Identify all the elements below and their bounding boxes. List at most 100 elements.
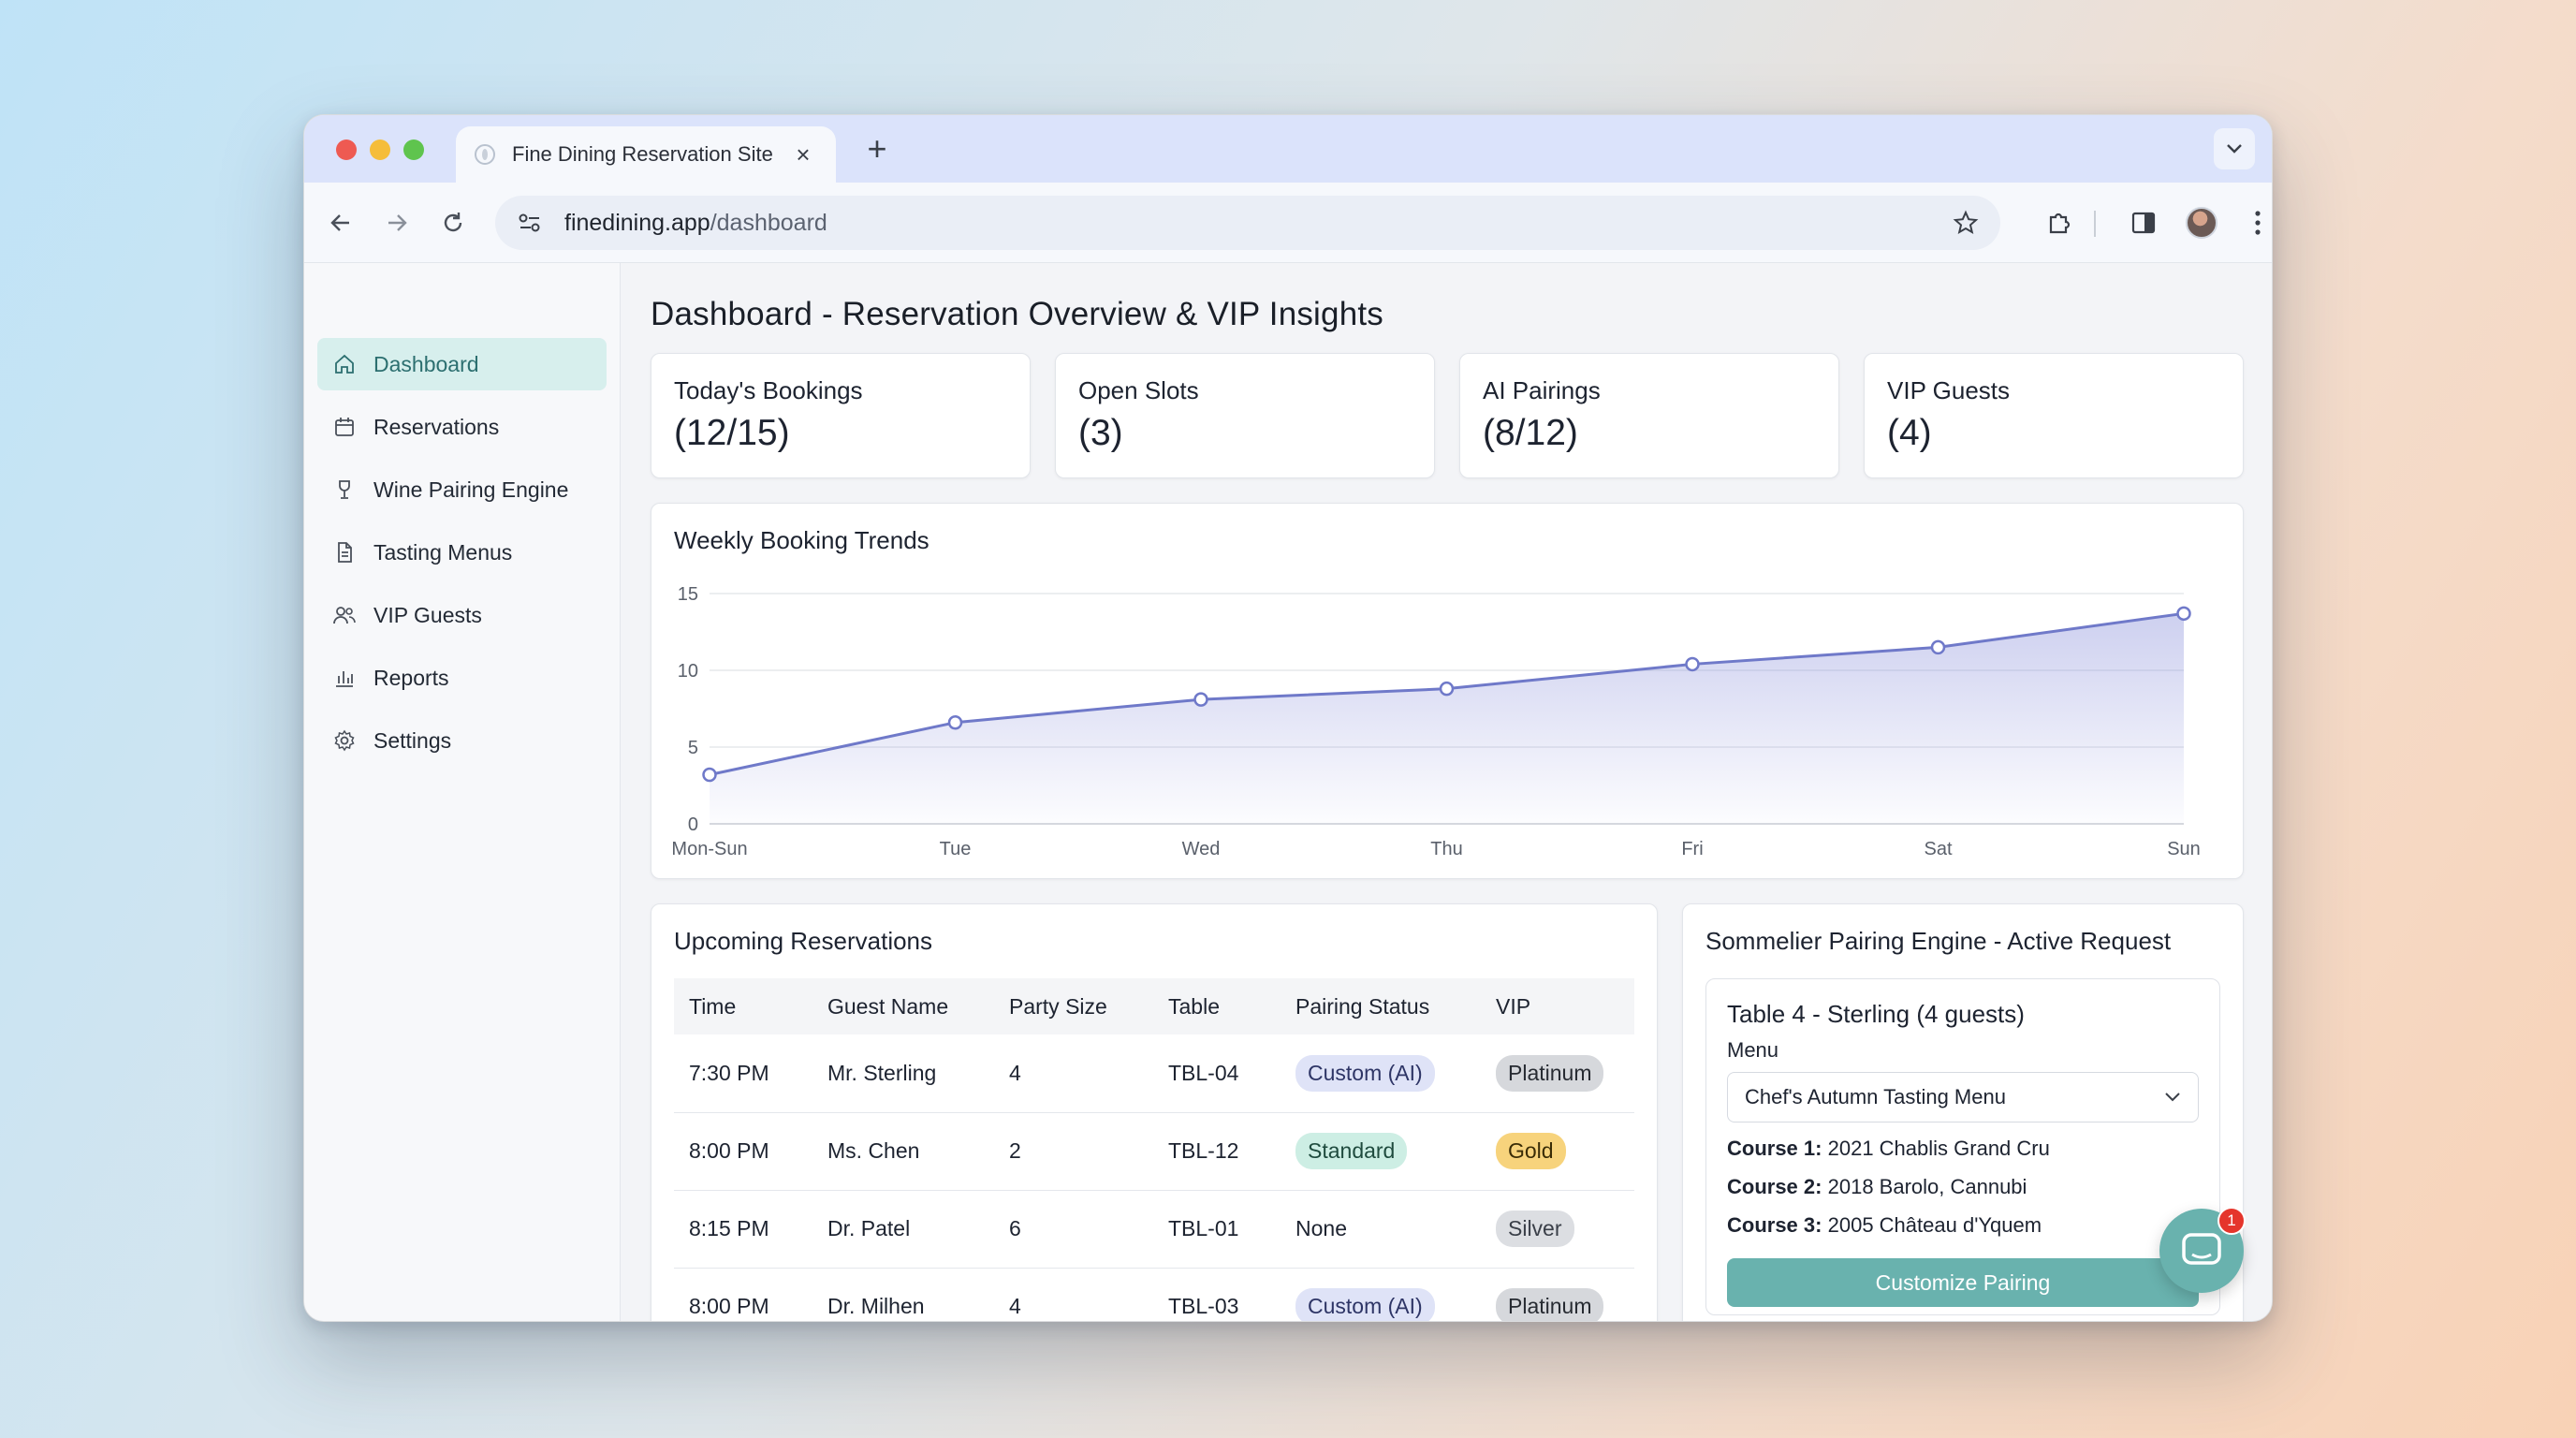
data-point — [947, 715, 963, 730]
kpi-card-vip-guests[interactable]: VIP Guests (4) — [1864, 353, 2244, 478]
course-line: Course 2: 2018 Barolo, Cannubi — [1727, 1175, 2027, 1198]
close-window-button[interactable] — [336, 139, 357, 160]
document-icon — [332, 540, 357, 565]
kpi-value: (12/15) — [674, 413, 790, 453]
menu-select[interactable]: Chef's Autumn Tasting Menu — [1727, 1072, 2199, 1123]
table-row[interactable]: 7:30 PM Mr. Sterling 4 TBL-04 Custom (AI) Pla… — [674, 1034, 1634, 1113]
sidebar-item-settings[interactable]: Settings — [317, 714, 607, 767]
new-tab-button[interactable]: + — [867, 129, 887, 168]
cell-guest-name: Dr. Patel — [812, 1190, 994, 1269]
sidebar-item-tasting-menus[interactable]: Tasting Menus — [317, 526, 607, 579]
cell-time: 8:00 PM — [674, 1112, 812, 1191]
pairing-status-badge: Custom (AI) — [1295, 1054, 1435, 1092]
maximize-window-button[interactable] — [403, 139, 424, 160]
sidebar-item-vip-guests[interactable]: VIP Guests — [317, 589, 607, 641]
address-bar[interactable]: finedining.app/dashboard — [495, 196, 2000, 250]
kpi-card-open-slots[interactable]: Open Slots (3) — [1055, 353, 1435, 478]
data-point — [702, 767, 717, 783]
reservations-table: Time Guest Name Party Size Table Pairing… — [674, 978, 1634, 1321]
column-header[interactable]: Guest Name — [812, 978, 994, 1034]
column-header[interactable]: Table — [1153, 978, 1281, 1034]
calendar-icon — [332, 415, 357, 439]
browser-menu-button[interactable] — [2236, 201, 2272, 244]
vip-badge: Silver — [1496, 1211, 1574, 1247]
kpi-card-ai-pairings[interactable]: AI Pairings (8/12) — [1459, 353, 1839, 478]
cell-table: TBL-03 — [1153, 1268, 1281, 1321]
chart-title: Weekly Booking Trends — [674, 526, 929, 554]
weekly-booking-trends-card: Weekly Booking Trends 0 5 10 15 Mon-Sun Tue We… — [651, 503, 2244, 879]
notification-badge: 1 — [2217, 1207, 2246, 1235]
minimize-window-button[interactable] — [370, 139, 390, 160]
data-point — [1193, 692, 1208, 707]
data-point — [1685, 656, 1700, 672]
chat-bubble-icon — [2182, 1233, 2221, 1265]
sidebar-item-label: Tasting Menus — [373, 539, 513, 565]
chevron-down-icon — [2227, 144, 2242, 154]
course-line: Course 1: 2021 Chablis Grand Cru — [1727, 1137, 2050, 1160]
back-button[interactable] — [321, 203, 360, 242]
menu-label: Menu — [1727, 1038, 1779, 1062]
menu-select-value: Chef's Autumn Tasting Menu — [1745, 1085, 2006, 1108]
cell-time: 8:15 PM — [674, 1190, 812, 1269]
table-row[interactable]: 8:15 PM Dr. Patel 6 TBL-01 None Silver — [674, 1190, 1634, 1269]
kpi-card-todays-bookings[interactable]: Today's Bookings (12/15) — [651, 353, 1031, 478]
sidebar-item-label: Dashboard — [373, 351, 479, 376]
table-header-row: Time Guest Name Party Size Table Pairing… — [674, 978, 1634, 1034]
extensions-button[interactable] — [2038, 201, 2081, 244]
x-tick-label: Tue — [940, 839, 972, 859]
main-content: Dashboard - Reservation Overview & VIP I… — [621, 263, 2272, 1321]
bar-chart-icon — [332, 666, 357, 690]
side-panel-button[interactable] — [2122, 201, 2165, 244]
users-icon — [332, 603, 357, 627]
cell-guest-name: Dr. Milhen — [812, 1268, 994, 1321]
column-header[interactable]: Party Size — [994, 978, 1153, 1034]
table-row[interactable]: 8:00 PM Dr. Milhen 4 TBL-03 Custom (AI) Plati… — [674, 1268, 1634, 1321]
x-tick-label: Mon-Sun — [671, 839, 747, 859]
column-header[interactable]: Time — [674, 978, 812, 1034]
data-point — [1439, 681, 1455, 697]
customize-pairing-button[interactable]: Customize Pairing — [1727, 1258, 2199, 1307]
sidebar-item-label: Settings — [373, 727, 452, 753]
arrow-right-icon — [388, 214, 407, 231]
url-text: finedining.app/dashboard — [564, 209, 827, 236]
y-tick-label: 5 — [688, 738, 698, 758]
cell-table: TBL-12 — [1153, 1112, 1281, 1191]
home-icon — [332, 352, 357, 376]
browser-tab[interactable]: Fine Dining Reservation Site × — [456, 126, 836, 183]
chevron-down-icon — [2165, 1093, 2180, 1102]
pairing-status-badge: None — [1295, 1216, 1347, 1240]
x-tick-label: Fri — [1681, 839, 1703, 859]
column-header[interactable]: VIP — [1481, 978, 1634, 1034]
cell-table: TBL-01 — [1153, 1190, 1281, 1269]
cell-time: 8:00 PM — [674, 1268, 812, 1321]
chat-launcher-button[interactable]: 1 — [2159, 1207, 2246, 1293]
tab-title: Fine Dining Reservation Site — [512, 142, 773, 166]
site-settings-icon[interactable] — [516, 209, 544, 237]
sidebar-item-label: Wine Pairing Engine — [373, 477, 569, 502]
profile-button[interactable] — [2180, 201, 2223, 244]
avatar — [2186, 207, 2217, 239]
column-header[interactable]: Pairing Status — [1281, 978, 1481, 1034]
cell-party-size: 4 — [994, 1268, 1153, 1321]
reload-icon — [444, 213, 462, 232]
vip-badge: Platinum — [1496, 1288, 1604, 1321]
table-row[interactable]: 8:00 PM Ms. Chen 2 TBL-12 Standard Gold — [674, 1112, 1634, 1191]
sidebar-item-label: Reservations — [373, 414, 500, 439]
sidebar-item-label: VIP Guests — [373, 602, 482, 627]
sidebar-item-dashboard[interactable]: Dashboard — [317, 338, 607, 390]
y-tick-label: 10 — [678, 661, 698, 682]
kpi-label: Today's Bookings — [674, 376, 863, 404]
data-point — [1930, 639, 1946, 655]
active-request-panel: Table 4 - Sterling (4 guests) Menu Chef'… — [1705, 978, 2220, 1315]
sidebar-item-reservations[interactable]: Reservations — [317, 401, 607, 453]
kpi-label: AI Pairings — [1483, 376, 1601, 404]
reload-button[interactable] — [433, 203, 473, 242]
forward-button[interactable] — [377, 203, 417, 242]
request-title: Table 4 - Sterling (4 guests) — [1727, 1000, 2025, 1028]
bookmark-star-icon[interactable] — [1952, 209, 1980, 237]
sommelier-title: Sommelier Pairing Engine - Active Reques… — [1705, 927, 2172, 955]
tab-search-button[interactable] — [2214, 128, 2255, 169]
sidebar-item-reports[interactable]: Reports — [317, 652, 607, 704]
tab-close-icon[interactable]: × — [796, 139, 811, 169]
sidebar-item-wine-pairing-engine[interactable]: Wine Pairing Engine — [317, 463, 607, 516]
